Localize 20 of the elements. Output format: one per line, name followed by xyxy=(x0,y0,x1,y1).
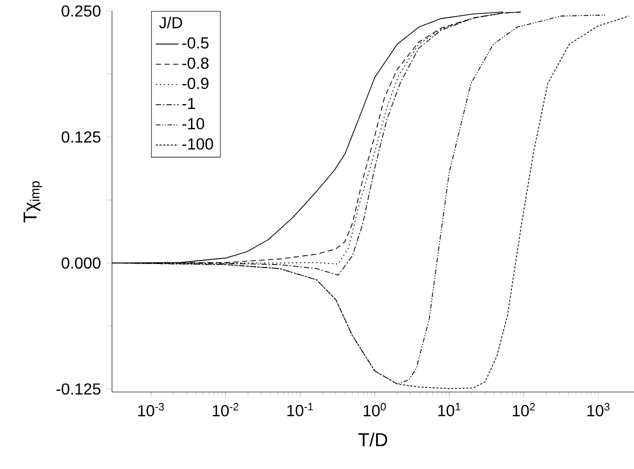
legend-label: -0.5 xyxy=(182,37,209,49)
x-tick-label: 10$^{0}$ xyxy=(364,402,386,416)
x-tick-label: 10$^{-3}$ xyxy=(138,402,164,416)
legend-label: -10 xyxy=(182,118,204,130)
y-axis-title: Tχ$_{imp}$ xyxy=(24,181,42,223)
x-tick-label: 10$^{3}$ xyxy=(587,402,610,416)
y-tick-label: -0.125 xyxy=(56,383,100,395)
legend-title: J/D xyxy=(159,16,182,28)
x-tick-label: 10$^{1}$ xyxy=(438,402,460,416)
legend-label: -0.8 xyxy=(182,58,209,69)
legend-label: -1 xyxy=(182,98,196,109)
y-tick-label: 0.000 xyxy=(62,257,100,269)
y-tick-label: 0.125 xyxy=(62,131,100,143)
x-tick-label: 10$^{-2}$ xyxy=(212,402,238,416)
legend-label: -0.9 xyxy=(182,78,208,90)
x-tick-label: 10$^{-1}$ xyxy=(287,402,313,416)
x-axis-title: T/D xyxy=(358,432,388,446)
y-tick-label: 0.250 xyxy=(62,5,100,17)
x-tick-label: 10$^{2}$ xyxy=(512,402,535,416)
legend-label: -100 xyxy=(182,138,214,150)
